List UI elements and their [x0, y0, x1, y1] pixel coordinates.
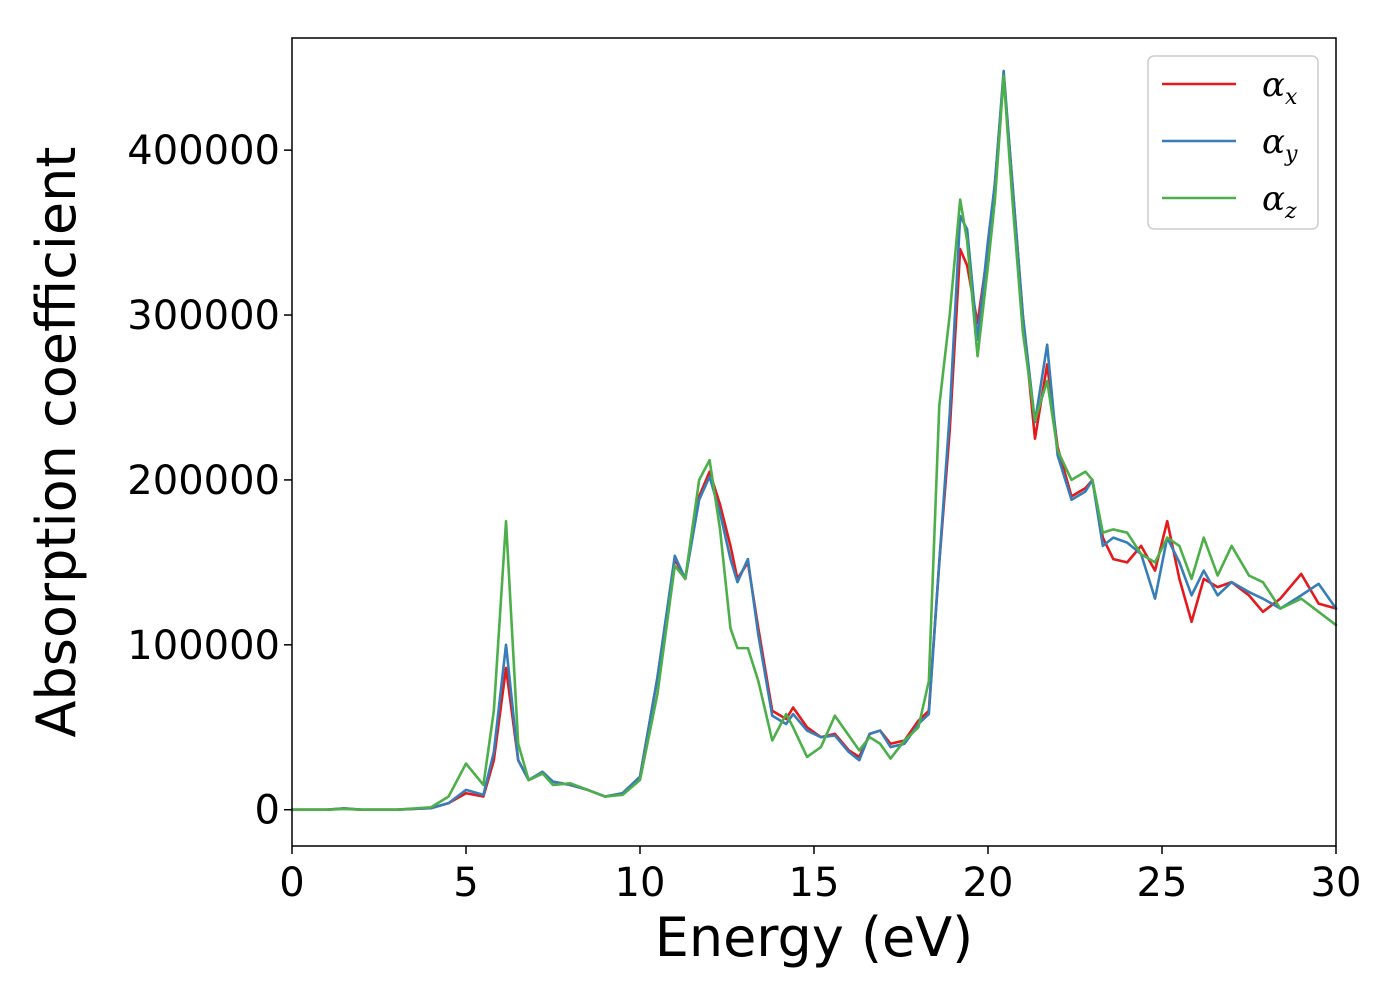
y-tick-label: 400000 [127, 128, 280, 174]
series-layer [290, 69, 1338, 812]
legend-subscript: z [1284, 199, 1297, 224]
y-tick-label: 0 [255, 788, 280, 834]
legend-frame [1147, 55, 1319, 230]
legend-symbol: α [1262, 65, 1285, 105]
y-tick-label: 300000 [127, 293, 280, 339]
x-axis: 0 5 10 15 20 25 30 [279, 846, 1361, 906]
legend-subscript: y [1284, 142, 1298, 167]
legend-label-x: αx [1262, 65, 1298, 110]
legend-symbol: α [1262, 179, 1285, 219]
y-axis-label: Absorption coefficient [25, 147, 88, 738]
legend-label-z: αz [1262, 179, 1297, 224]
x-tick-label: 15 [789, 860, 840, 906]
x-tick-label: 0 [279, 860, 304, 906]
legend-symbol: α [1262, 122, 1285, 162]
series-line-z [290, 74, 1338, 812]
x-axis-label: Energy (eV) [655, 906, 974, 969]
legend-label-y: αy [1262, 122, 1298, 167]
x-tick-label: 25 [1137, 860, 1188, 906]
y-tick-label: 100000 [127, 623, 280, 669]
y-tick-label: 200000 [127, 458, 280, 504]
x-tick-label: 10 [615, 860, 666, 906]
x-tick-label: 20 [963, 860, 1014, 906]
x-tick-label: 30 [1311, 860, 1362, 906]
y-axis: 0 100000 200000 300000 400000 [127, 128, 292, 834]
legend-subscript: x [1285, 85, 1298, 110]
x-tick-label: 5 [453, 860, 478, 906]
